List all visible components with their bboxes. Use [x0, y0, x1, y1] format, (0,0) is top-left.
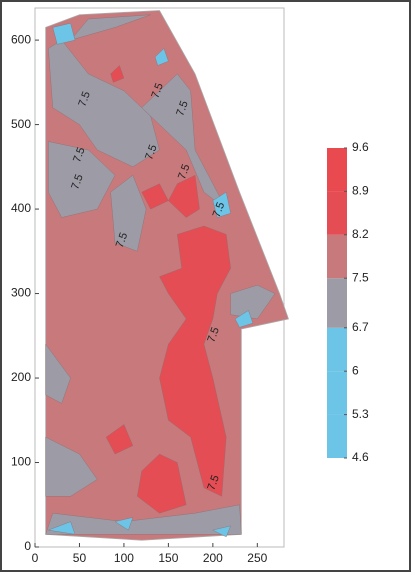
- colorbar-label: 8.2: [352, 227, 369, 241]
- contour-region: [48, 141, 116, 218]
- y-tick-label: 300: [11, 286, 31, 300]
- contour-region: [45, 344, 71, 404]
- x-tick-label: 150: [158, 551, 178, 565]
- colorbar-label: 5.3: [352, 407, 369, 421]
- contour-region: [137, 453, 187, 514]
- contour-label: 7.5: [71, 146, 88, 164]
- contour-region: [212, 525, 231, 538]
- contour-region: [110, 175, 147, 252]
- contour-region: [110, 65, 125, 83]
- colorbar-band: [327, 148, 347, 192]
- x-tick-label: 50: [73, 551, 87, 565]
- contour-label: 7.5: [114, 231, 131, 249]
- contour-label: 7.5: [69, 173, 86, 191]
- contour-region: [105, 424, 134, 455]
- y-tick-label: 200: [11, 370, 31, 384]
- colorbar-label: 6.7: [352, 320, 369, 334]
- y-tick-label: 500: [11, 117, 31, 131]
- contour-label: 7.5: [211, 201, 228, 219]
- colorbar-label: 6: [352, 363, 359, 377]
- colorbar-band: [327, 191, 347, 235]
- colorbar-label: 8.9: [352, 184, 369, 198]
- plot-frame: [34, 7, 285, 548]
- contour-label: 7.5: [143, 143, 160, 161]
- x-tick-label: 250: [247, 551, 267, 565]
- y-tick-label: 100: [11, 455, 31, 469]
- contour-label: 7.5: [76, 90, 93, 108]
- contour-region: [154, 48, 169, 66]
- x-tick-label: 100: [114, 551, 134, 565]
- contour-region: [45, 436, 98, 497]
- contour-region: [212, 191, 231, 218]
- contour-region: [70, 14, 151, 41]
- contour-region: [114, 517, 134, 531]
- contour-label: 7.5: [174, 99, 191, 117]
- contour-label: 7.5: [176, 163, 193, 181]
- x-tick-label: 200: [203, 551, 223, 565]
- contour-region: [48, 39, 160, 168]
- contour-label: 7.5: [149, 82, 166, 100]
- contour-region: [52, 23, 76, 45]
- colorbar-band: [327, 414, 347, 458]
- contour-region: [48, 521, 76, 535]
- x-tick-label: 0: [32, 551, 39, 565]
- y-tick-label: 600: [11, 32, 31, 46]
- contour-region: [168, 175, 200, 218]
- colorbar-band: [327, 327, 347, 372]
- colorbar-band: [327, 234, 347, 279]
- y-tick-label: 400: [11, 201, 31, 215]
- colorbar-band: [327, 278, 347, 328]
- contour-region: [159, 225, 231, 497]
- contour-label: 7.5: [205, 474, 222, 492]
- colorbar-band: [327, 371, 347, 415]
- contour-region: [230, 284, 276, 320]
- colorbar-label: 9.6: [352, 140, 369, 154]
- contour-label: 7.5: [205, 326, 222, 344]
- colorbar-label: 7.5: [352, 270, 369, 284]
- colorbar-label: 4.6: [352, 450, 369, 464]
- contour-region: [234, 310, 254, 328]
- y-tick-label: 0: [24, 539, 31, 553]
